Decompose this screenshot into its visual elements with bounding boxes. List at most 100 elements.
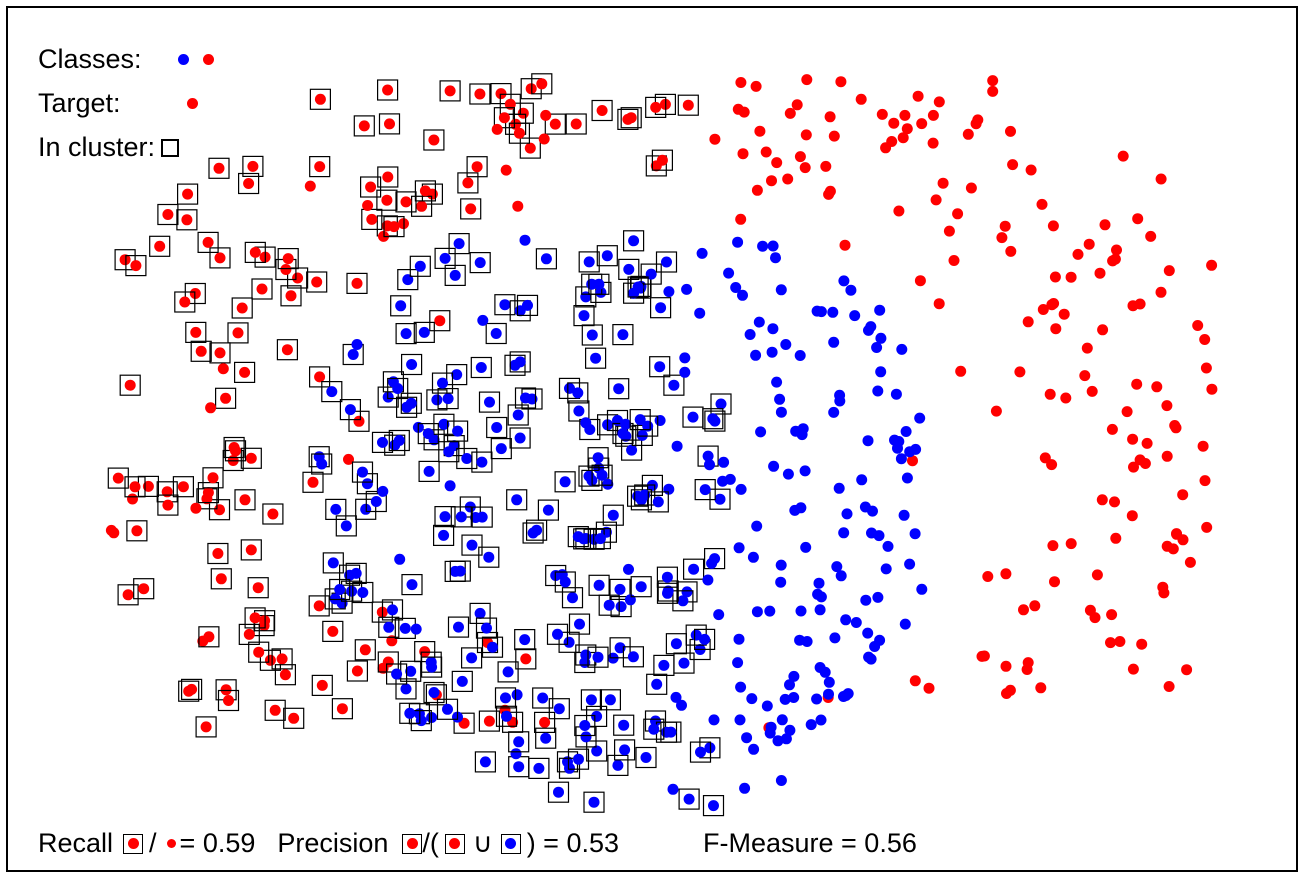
blue-point bbox=[586, 329, 598, 341]
red-point bbox=[1065, 538, 1077, 550]
red-point bbox=[1014, 366, 1026, 378]
blue-point bbox=[453, 238, 465, 250]
blue-point bbox=[405, 397, 417, 409]
blue-point bbox=[775, 284, 787, 296]
blue-point bbox=[730, 282, 742, 293]
red-point bbox=[190, 326, 202, 338]
blue-point bbox=[899, 618, 911, 630]
red-point bbox=[243, 178, 255, 189]
red-point bbox=[965, 182, 977, 194]
cluster-box bbox=[399, 702, 421, 724]
red-point bbox=[179, 296, 191, 308]
blue-point bbox=[391, 668, 403, 680]
red-point bbox=[1096, 494, 1108, 506]
cluster-box bbox=[346, 272, 368, 294]
blue-point bbox=[784, 724, 796, 736]
blue-point bbox=[882, 540, 894, 552]
cluster-box bbox=[345, 562, 367, 585]
blue-point bbox=[603, 599, 615, 611]
red-point bbox=[1161, 400, 1173, 412]
cluster-box bbox=[609, 578, 631, 601]
red-point bbox=[1025, 164, 1037, 176]
red-point bbox=[419, 185, 431, 197]
red-point bbox=[127, 493, 138, 505]
blue-point bbox=[681, 586, 693, 598]
red-point bbox=[1206, 259, 1218, 271]
red-point bbox=[381, 194, 393, 206]
cluster-box bbox=[208, 499, 231, 521]
red-point bbox=[471, 161, 483, 173]
cluster-box bbox=[703, 547, 726, 570]
blue-point bbox=[784, 679, 795, 691]
red-point bbox=[491, 123, 503, 135]
blue-point bbox=[510, 748, 522, 760]
cluster-box bbox=[602, 504, 624, 526]
blue-point bbox=[594, 533, 606, 545]
recall-slash: / bbox=[149, 828, 157, 858]
red-point bbox=[735, 213, 747, 225]
blue-point bbox=[823, 688, 834, 700]
blue-point bbox=[617, 428, 629, 439]
cluster-box bbox=[423, 681, 445, 704]
legend-classes: Classes: bbox=[38, 44, 214, 75]
blue-point bbox=[477, 314, 489, 326]
cluster-box bbox=[215, 387, 237, 409]
cluster-box bbox=[449, 560, 471, 582]
blue-point bbox=[780, 733, 792, 745]
cluster-box bbox=[586, 740, 608, 762]
red-point bbox=[1127, 300, 1139, 312]
red-point bbox=[186, 683, 198, 695]
blue-point bbox=[766, 346, 778, 358]
cluster-box bbox=[234, 489, 256, 511]
cluster-box bbox=[438, 441, 460, 463]
blue-point bbox=[588, 796, 600, 808]
red-point bbox=[1049, 576, 1060, 588]
blue-point bbox=[772, 735, 784, 747]
cluster-box bbox=[561, 587, 584, 609]
cluster-box bbox=[126, 520, 148, 542]
cluster-box bbox=[655, 251, 678, 273]
red-point bbox=[916, 118, 928, 130]
cluster-box bbox=[531, 73, 553, 95]
cluster-box bbox=[469, 83, 491, 105]
recall-boxed-red-icon bbox=[123, 833, 144, 854]
cluster-box bbox=[443, 435, 465, 457]
blue-point bbox=[387, 604, 398, 616]
cluster-box bbox=[386, 663, 408, 685]
cluster-box bbox=[223, 436, 245, 459]
blue-point bbox=[422, 428, 434, 440]
cluster-box bbox=[353, 115, 375, 137]
red-point bbox=[1035, 682, 1047, 694]
blue-point bbox=[592, 651, 604, 663]
red-point bbox=[129, 481, 141, 493]
blue-point bbox=[699, 633, 711, 645]
blue-point bbox=[862, 435, 874, 447]
red-point bbox=[800, 129, 812, 141]
blue-point bbox=[863, 324, 874, 336]
red-point bbox=[327, 625, 339, 637]
cluster-box bbox=[451, 670, 473, 693]
red-point bbox=[948, 255, 960, 266]
blue-point bbox=[655, 302, 667, 314]
red-point bbox=[799, 162, 811, 174]
red-point bbox=[1084, 604, 1096, 616]
legend-target-dot bbox=[186, 98, 198, 109]
cluster-box bbox=[588, 273, 610, 295]
red-point bbox=[243, 628, 255, 640]
cluster-box bbox=[311, 453, 333, 475]
blue-point bbox=[474, 607, 486, 619]
red-point bbox=[269, 704, 281, 716]
red-point bbox=[362, 200, 374, 211]
red-point bbox=[933, 96, 945, 108]
blue-point bbox=[914, 412, 926, 424]
cluster-box bbox=[244, 241, 266, 263]
blue-point bbox=[512, 409, 524, 421]
blue-point bbox=[815, 306, 827, 318]
red-point bbox=[215, 573, 227, 585]
blue-point bbox=[744, 329, 756, 340]
cluster-box bbox=[322, 552, 344, 574]
blue-point bbox=[591, 710, 603, 722]
blue-point bbox=[452, 425, 464, 437]
blue-point bbox=[788, 670, 800, 682]
red-point bbox=[570, 118, 582, 130]
